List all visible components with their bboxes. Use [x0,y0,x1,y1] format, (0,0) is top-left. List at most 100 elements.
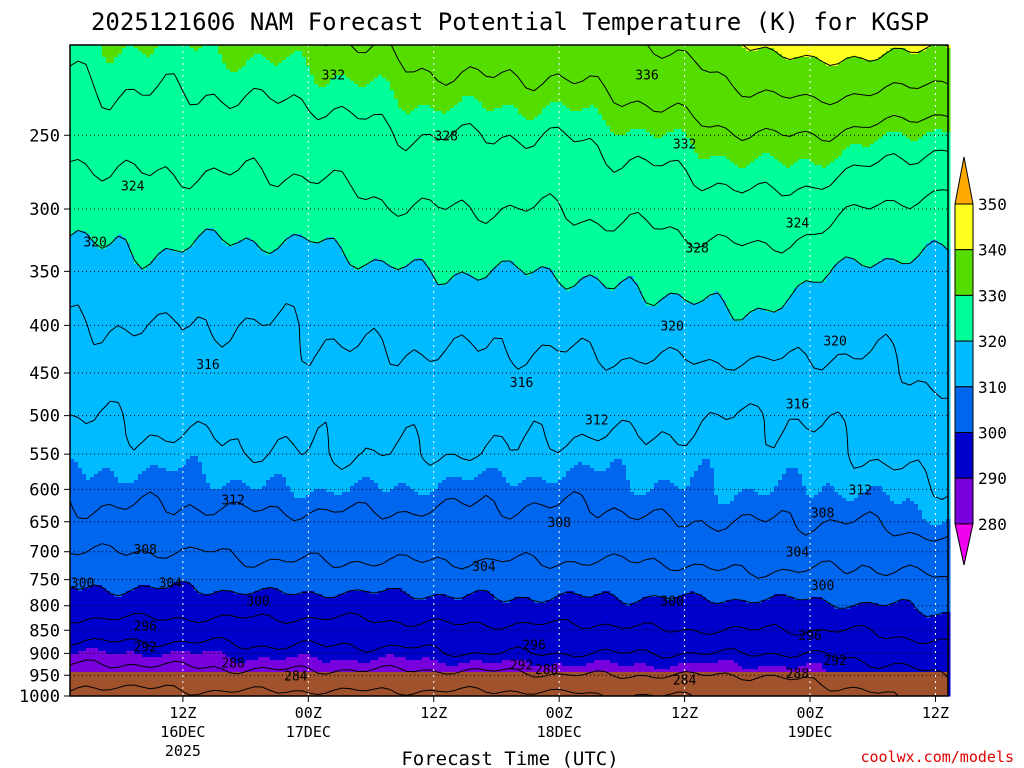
theta-fill-cell [526,81,531,85]
theta-fill-cell [210,66,215,70]
theta-fill-cell [922,69,927,73]
theta-fill-cell [102,69,107,73]
theta-fill-cell [382,72,387,76]
theta-fill-cell [722,66,727,70]
theta-fill-cell [146,72,151,76]
theta-fill-cell [142,81,147,85]
theta-fill-cell [594,60,599,64]
theta-fill-cell [222,48,227,52]
theta-fill-cell [198,63,203,67]
theta-fill-cell [626,72,631,76]
theta-fill-cell [578,51,583,55]
theta-fill-cell [518,54,523,58]
theta-fill-cell [726,72,731,76]
theta-fill-cell [934,72,939,76]
theta-fill-cell [102,78,107,82]
theta-fill-cell [574,51,579,55]
theta-fill-cell [86,57,91,61]
theta-fill-cell [526,75,531,79]
theta-fill-cell [590,66,595,70]
theta-fill-cell [278,51,283,55]
theta-fill-cell [838,51,843,55]
theta-fill-cell [574,78,579,82]
theta-fill-cell [930,72,935,76]
theta-fill-cell [398,54,403,58]
theta-fill-cell [198,57,203,61]
theta-fill-cell [606,54,611,58]
theta-fill-cell [446,78,451,82]
theta-fill-cell [402,48,407,52]
theta-fill-cell [322,54,327,58]
theta-fill-cell [198,72,203,76]
theta-fill-cell [526,69,531,73]
theta-fill-cell [502,78,507,82]
theta-fill-cell [222,69,227,73]
theta-fill-cell [158,69,163,73]
theta-fill-cell [490,78,495,82]
theta-fill-cell [298,60,303,64]
theta-fill-cell [282,54,287,58]
theta-fill-cell [770,72,775,76]
theta-fill-cell [454,72,459,76]
theta-fill-cell [490,57,495,61]
theta-fill-cell [730,48,735,52]
theta-fill-cell [114,81,119,85]
theta-fill-cell [614,75,619,79]
theta-fill-cell [754,72,759,76]
theta-fill-cell [662,63,667,67]
theta-fill-cell [786,51,791,55]
theta-fill-cell [146,81,151,85]
theta-fill-cell [134,63,139,67]
theta-fill-cell [762,75,767,79]
theta-fill-cell [554,63,559,67]
theta-fill-cell [670,57,675,61]
theta-fill-cell [494,66,499,70]
theta-fill-cell [706,54,711,58]
theta-fill-cell [214,81,219,85]
theta-fill-cell [306,54,311,58]
theta-fill-cell [750,66,755,70]
theta-fill-cell [278,66,283,70]
theta-fill-cell [106,66,111,70]
theta-fill-cell [826,54,831,58]
theta-fill-cell [166,78,171,82]
theta-fill-cell [82,57,87,61]
theta-fill-cell [198,54,203,58]
theta-fill-cell [814,66,819,70]
theta-fill-cell [874,63,879,67]
theta-fill-cell [166,75,171,79]
theta-fill-cell [818,48,823,52]
theta-fill-cell [554,81,559,85]
theta-fill-cell [618,75,623,79]
theta-fill-cell [438,54,443,58]
theta-fill-cell [498,78,503,82]
theta-fill-cell [242,66,247,70]
theta-fill-cell [442,51,447,55]
theta-fill-cell [454,69,459,73]
theta-fill-cell [782,78,787,82]
theta-fill-cell [454,66,459,70]
theta-fill-cell [774,60,779,64]
theta-fill-cell [522,57,527,61]
theta-fill-cell [686,66,691,70]
theta-fill-cell [218,66,223,70]
theta-fill-cell [458,69,463,73]
theta-fill-cell [258,63,263,67]
theta-fill-cell [850,66,855,70]
theta-fill-cell [734,69,739,73]
theta-fill-cell [742,81,747,85]
theta-fill-cell [546,69,551,73]
theta-fill-cell [886,69,891,73]
theta-fill-cell [850,75,855,79]
theta-fill-cell [894,75,899,79]
theta-fill-cell [290,72,295,76]
theta-fill-cell [750,54,755,58]
theta-fill-cell [426,54,431,58]
theta-fill-cell [886,57,891,61]
theta-fill-cell [938,72,943,76]
theta-fill-cell [686,72,691,76]
theta-fill-cell [898,63,903,67]
theta-fill-cell [718,66,723,70]
theta-fill-cell [318,63,323,67]
theta-fill-cell [718,54,723,58]
